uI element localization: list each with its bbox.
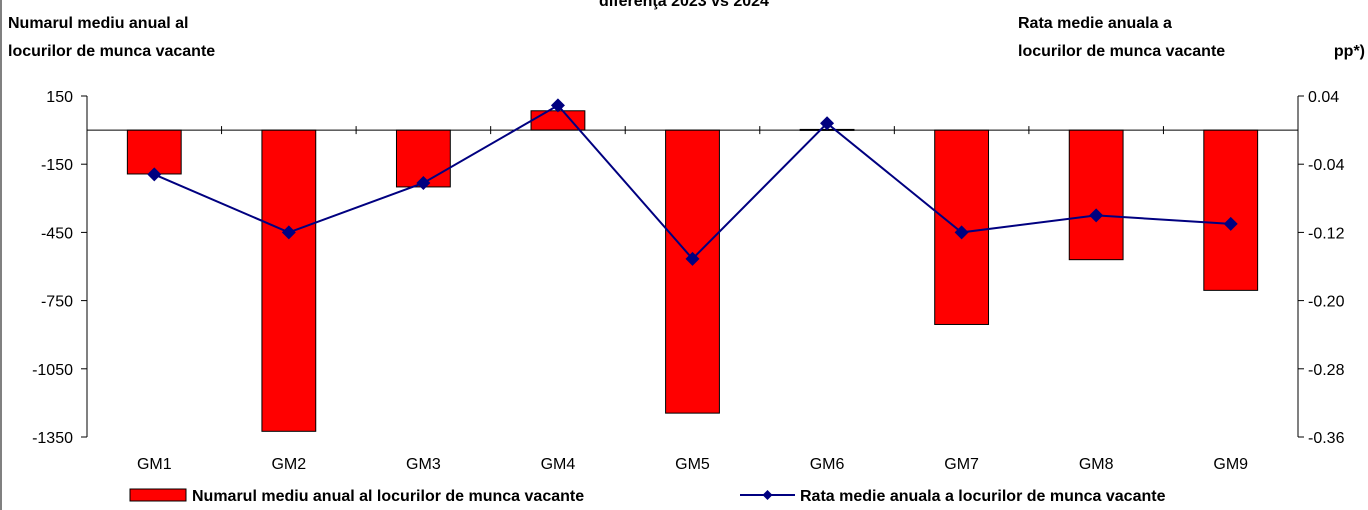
chart-title: diferenţa 2023 vs 2024: [599, 0, 769, 10]
left-axis-tick-label: -450: [41, 225, 73, 242]
right-axis-tick-label: 0.04: [1308, 89, 1339, 106]
category-label: GM1: [137, 456, 172, 473]
category-label: GM6: [810, 456, 845, 473]
legend-bar-label: Numarul mediu anual al locurilor de munc…: [192, 488, 584, 505]
right-axis-tick-label: -0.36: [1308, 430, 1345, 447]
right-axis-tick-label: -0.04: [1308, 157, 1345, 174]
rate-point: [1089, 208, 1104, 223]
rate-point: [685, 251, 700, 266]
rate-point: [281, 225, 296, 240]
right-axis-label-line1: Rata medie anuala a: [1018, 15, 1172, 32]
rate-point: [954, 225, 969, 240]
rate-point: [147, 167, 162, 182]
bar: [261, 129, 317, 432]
category-label: GM5: [675, 456, 710, 473]
rate-point: [550, 98, 565, 113]
category-label: GM2: [271, 456, 306, 473]
legend: Numarul mediu anual al locurilor de munc…: [129, 488, 1166, 505]
bar: [1203, 129, 1259, 291]
left-axis-tick-label: -1350: [32, 430, 73, 447]
category-label: GM3: [406, 456, 441, 473]
bar: [665, 129, 720, 414]
left-axis-tick-label: 150: [46, 89, 73, 106]
right-axis-label-line2: locurilor de munca vacante: [1018, 43, 1225, 60]
left-axis-tick-label: -150: [41, 157, 73, 174]
category-label: GM8: [1079, 456, 1114, 473]
plot-area: 150 -150 -450 -750 -1050 -1350 0.04 -0.04 -0.12 -…: [32, 89, 1344, 473]
left-axis-label-line2: locurilor de munca vacante: [8, 43, 215, 60]
bar: [126, 129, 182, 175]
left-axis-tick-label: -750: [41, 294, 73, 311]
legend-line-marker: [762, 490, 773, 500]
category-label: GM9: [1213, 456, 1248, 473]
right-axis-tick-label: -0.28: [1308, 362, 1345, 379]
rate-point: [1223, 216, 1238, 231]
left-axis-tick-label: -1050: [32, 362, 73, 379]
rate-point: [820, 116, 835, 131]
bar: [1068, 129, 1124, 261]
right-axis-tick-label: -0.20: [1308, 294, 1345, 311]
category-label: GM7: [944, 456, 979, 473]
rate-point: [416, 175, 431, 190]
category-label: GM4: [541, 456, 576, 473]
right-axis-tick-label: -0.12: [1308, 225, 1345, 242]
legend-bar-swatch: [129, 488, 187, 502]
left-axis-label-line1: Numarul mediu anual al: [8, 15, 188, 32]
right-axis-unit: pp*): [1334, 43, 1365, 60]
legend-line-label: Rata medie anuala a locurilor de munca v…: [800, 488, 1166, 505]
